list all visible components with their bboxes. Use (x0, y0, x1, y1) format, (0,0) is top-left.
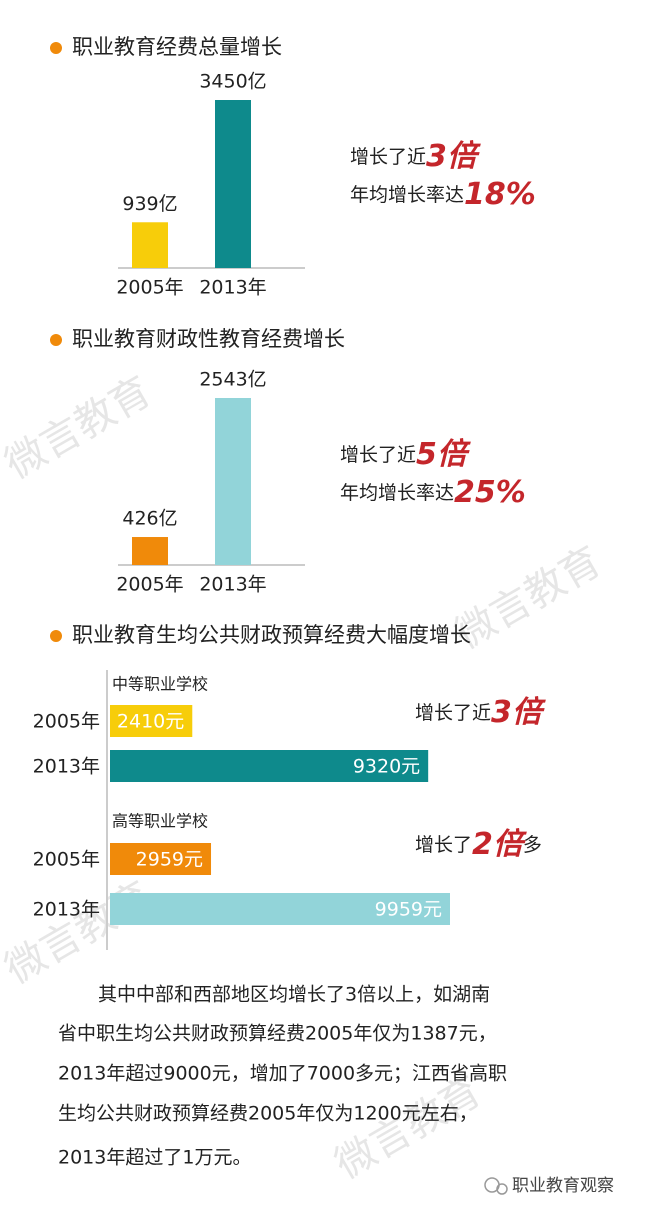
value-label: 2410元 (117, 711, 184, 733)
category-label: 2013年 (33, 899, 100, 921)
group-label: 中等职业学校 (112, 675, 208, 694)
bar (110, 705, 193, 737)
bar (215, 100, 251, 268)
annotation-highlight: 18% (464, 177, 536, 212)
value-label: 2543亿 (199, 369, 266, 391)
watermark: 微言教育 (0, 873, 159, 993)
paragraph-line: 2013年超过了1万元。 (58, 1147, 251, 1169)
annotation-highlight: 25% (454, 475, 526, 510)
footer-icon (496, 1183, 508, 1195)
group-label: 高等职业学校 (112, 812, 208, 831)
paragraph-line: 其中中部和西部地区均增长了3倍以上，如湖南 (98, 984, 490, 1006)
annotation: 增长了近5倍 (340, 437, 471, 472)
bar (110, 750, 429, 782)
annotation: 年均增长率达25% (340, 475, 526, 510)
bar (110, 893, 450, 925)
annotation-text: 年均增长率达 (340, 482, 454, 504)
annotation-highlight: 5倍 (416, 437, 471, 472)
annotation-highlight: 3倍 (491, 695, 546, 730)
category-label: 2013年 (199, 277, 266, 299)
footer: 职业教育观察 (484, 1176, 614, 1196)
section-title: 职业教育生均公共财政预算经费大幅度增长 (72, 623, 471, 647)
bar (110, 843, 212, 875)
value-label: 939亿 (122, 193, 177, 215)
paragraph-line: 2013年超过9000元，增加了7000多元；江西省高职 (58, 1063, 507, 1085)
annotation-text: 增长了近 (340, 444, 416, 466)
paragraph-line: 生均公共财政预算经费2005年仅为1200元左右， (58, 1103, 478, 1125)
bar (215, 398, 251, 565)
category-label: 2005年 (33, 711, 100, 733)
bullet (50, 334, 62, 346)
paragraph-line: 省中职生均公共财政预算经费2005年仅为1387元， (58, 1023, 497, 1045)
value-label: 9320元 (353, 756, 420, 778)
bar (132, 222, 168, 268)
annotation: 增长了近3倍 (415, 695, 546, 730)
annotation-text: 增长了 (415, 834, 472, 856)
bar (132, 537, 168, 565)
annotation: 增长了近3倍 (350, 139, 481, 174)
value-label: 9959元 (375, 899, 442, 921)
annotation: 增长了2倍多 (415, 827, 542, 862)
content: 职业教育经费总量增长939亿2005年3450亿2013年增长了近3倍年均增长率… (33, 35, 546, 1169)
annotation: 年均增长率达18% (350, 177, 536, 212)
category-label: 2005年 (116, 277, 183, 299)
annotation-highlight: 3倍 (426, 139, 481, 174)
category-label: 2013年 (33, 756, 100, 778)
section-title: 职业教育经费总量增长 (72, 35, 282, 59)
annotation-text: 增长了近 (350, 146, 426, 168)
category-label: 2013年 (199, 574, 266, 596)
value-label: 426亿 (122, 508, 177, 530)
value-label: 3450亿 (199, 71, 266, 93)
annotation-suffix: 多 (523, 834, 542, 856)
annotation-text: 增长了近 (415, 702, 491, 724)
bullet (50, 630, 62, 642)
watermark: 微言教育 (328, 1068, 490, 1188)
category-label: 2005年 (33, 849, 100, 871)
watermark: 微言教育 (0, 368, 159, 488)
annotation-highlight: 2倍 (472, 827, 527, 862)
section-title: 职业教育财政性教育经费增长 (72, 327, 345, 351)
value-label: 2959元 (136, 849, 203, 871)
bullet (50, 42, 62, 54)
category-label: 2005年 (116, 574, 183, 596)
footer-text: 职业教育观察 (512, 1176, 614, 1196)
annotation-text: 年均增长率达 (350, 184, 464, 206)
watermark: 微言教育 (448, 538, 610, 658)
